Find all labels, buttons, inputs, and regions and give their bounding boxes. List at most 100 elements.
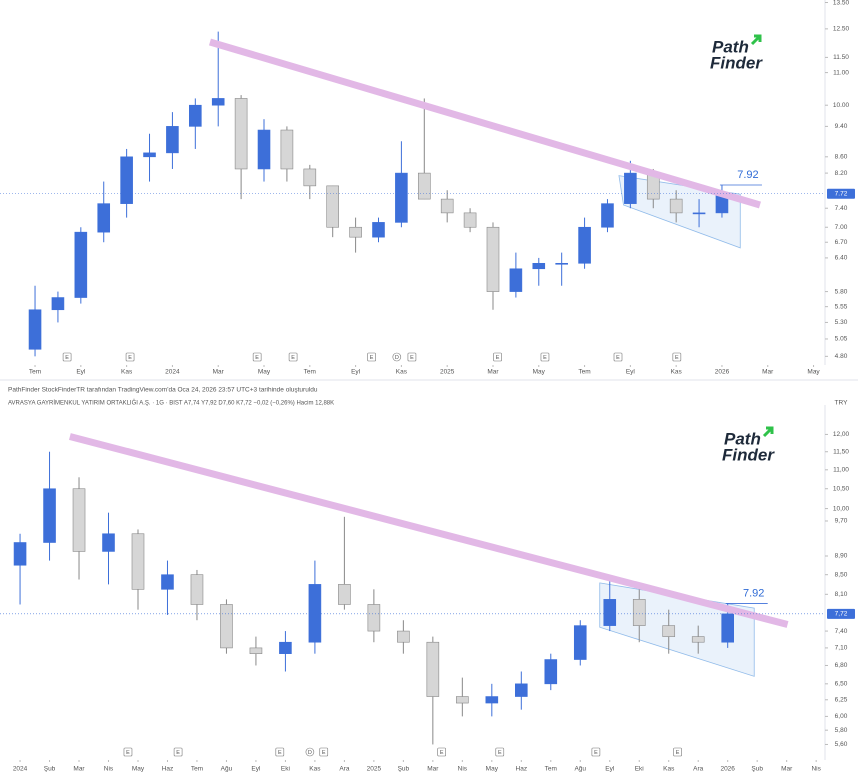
x-tick-label: Kas [663, 766, 675, 773]
x-tick-label: Ağu [574, 766, 586, 773]
candle-body [486, 226, 500, 292]
candle-body [28, 309, 42, 350]
candle-body [456, 696, 469, 704]
event-box [288, 352, 298, 362]
event-label: D [395, 355, 399, 361]
y-tick-label: 9.40 [835, 123, 848, 130]
y-tick-label: 10,00 [833, 505, 850, 512]
event-label: E [278, 750, 282, 756]
x-tick-label: Mar [73, 766, 85, 773]
x-tick-label: Nis [458, 766, 468, 773]
y-tick-label: 13.50 [833, 0, 850, 6]
caption: PathFinder StockFinderTR tarafından Trad… [8, 387, 318, 394]
event-box [123, 747, 133, 757]
candle-body [234, 98, 248, 170]
x-tick-label: Tem [191, 766, 203, 773]
y-tick-label: 10.00 [833, 102, 850, 109]
logo-text: Finder [710, 53, 763, 72]
candle-body [51, 297, 65, 311]
candle-body [573, 625, 587, 660]
candle-body [691, 636, 705, 643]
candle-body [692, 212, 706, 215]
event-box [673, 747, 682, 757]
event-label: E [616, 355, 620, 361]
event-box [125, 352, 135, 362]
candle-body [279, 641, 292, 654]
x-tick-label: May [132, 766, 145, 773]
logo-text: Finder [722, 445, 775, 464]
event-box [540, 352, 550, 362]
candle-body [280, 129, 294, 170]
x-tick-label: 2026 [715, 369, 730, 376]
price-label-box [827, 188, 855, 199]
y-tick-label: 5.30 [835, 319, 848, 326]
candle-body [349, 226, 362, 238]
candle-body [669, 198, 683, 214]
x-tick-label: Mar [213, 369, 225, 376]
y-tick-label: 11,50 [833, 448, 849, 455]
candle-body [367, 604, 381, 632]
candle-body [131, 533, 145, 590]
logo-arrow [762, 426, 774, 438]
x-tick-label: May [807, 369, 820, 376]
event-box [305, 747, 315, 757]
x-tick-label: Şub [398, 766, 410, 773]
event-box [367, 352, 376, 362]
candle-body [555, 262, 568, 265]
x-tick-label: Tem [545, 766, 557, 773]
candle-body [120, 156, 133, 204]
event-label: E [675, 355, 679, 361]
candle-body [308, 584, 322, 643]
event-box [392, 352, 402, 362]
event-box [591, 747, 601, 757]
x-tick-label: May [533, 369, 546, 376]
candle-body [485, 696, 499, 704]
candle-body [97, 203, 111, 233]
y-tick-label: 6.70 [835, 239, 848, 246]
event-label: E [126, 750, 130, 756]
y-tick-label: 5.80 [835, 288, 848, 295]
price-axis [825, 405, 858, 760]
x-tick-label: Kas [121, 369, 133, 376]
event-box [437, 747, 446, 757]
x-tick-label: May [258, 369, 271, 376]
x-tick-label: Ara [693, 766, 704, 773]
x-tick-label: Eki [635, 766, 644, 773]
y-tick-label: 7,40 [835, 628, 848, 635]
x-tick-label: Tem [29, 369, 41, 376]
x-tick-label: Tem [578, 369, 590, 376]
x-tick-label: Ara [339, 766, 350, 773]
candle-body [372, 222, 385, 238]
candle-body [257, 129, 271, 170]
price-label: 7,72 [835, 611, 848, 618]
candle-body [624, 172, 637, 204]
x-tick-label: Kas [396, 369, 408, 376]
y-tick-label: 8,50 [835, 571, 848, 578]
y-tick-label: 8,90 [835, 553, 848, 560]
event-box [495, 747, 505, 757]
y-tick-label: 6.40 [835, 255, 848, 262]
candle-body [532, 262, 546, 270]
currency: TRY [835, 400, 849, 407]
candle-body [74, 231, 88, 298]
x-tick-label: Haz [516, 766, 528, 773]
logo-text: Path [712, 37, 749, 56]
event-label: E [370, 355, 374, 361]
price-label-box [827, 608, 855, 619]
candle-body [509, 268, 523, 292]
y-tick-label: 12.50 [833, 26, 850, 33]
trendline [68, 433, 789, 628]
x-tick-label: Mar [487, 369, 499, 376]
event-label: E [594, 750, 598, 756]
price-label: 7.72 [835, 190, 848, 197]
candle-body [211, 98, 225, 106]
event-box [493, 352, 502, 362]
candle-body [397, 630, 410, 643]
candle-body [189, 104, 202, 127]
candle-body [395, 172, 408, 223]
y-tick-label: 7.00 [835, 224, 848, 231]
x-tick-label: 2025 [367, 766, 382, 773]
x-tick-label: Mar [427, 766, 439, 773]
candle-body [417, 172, 431, 200]
y-tick-label: 11.00 [833, 69, 849, 76]
